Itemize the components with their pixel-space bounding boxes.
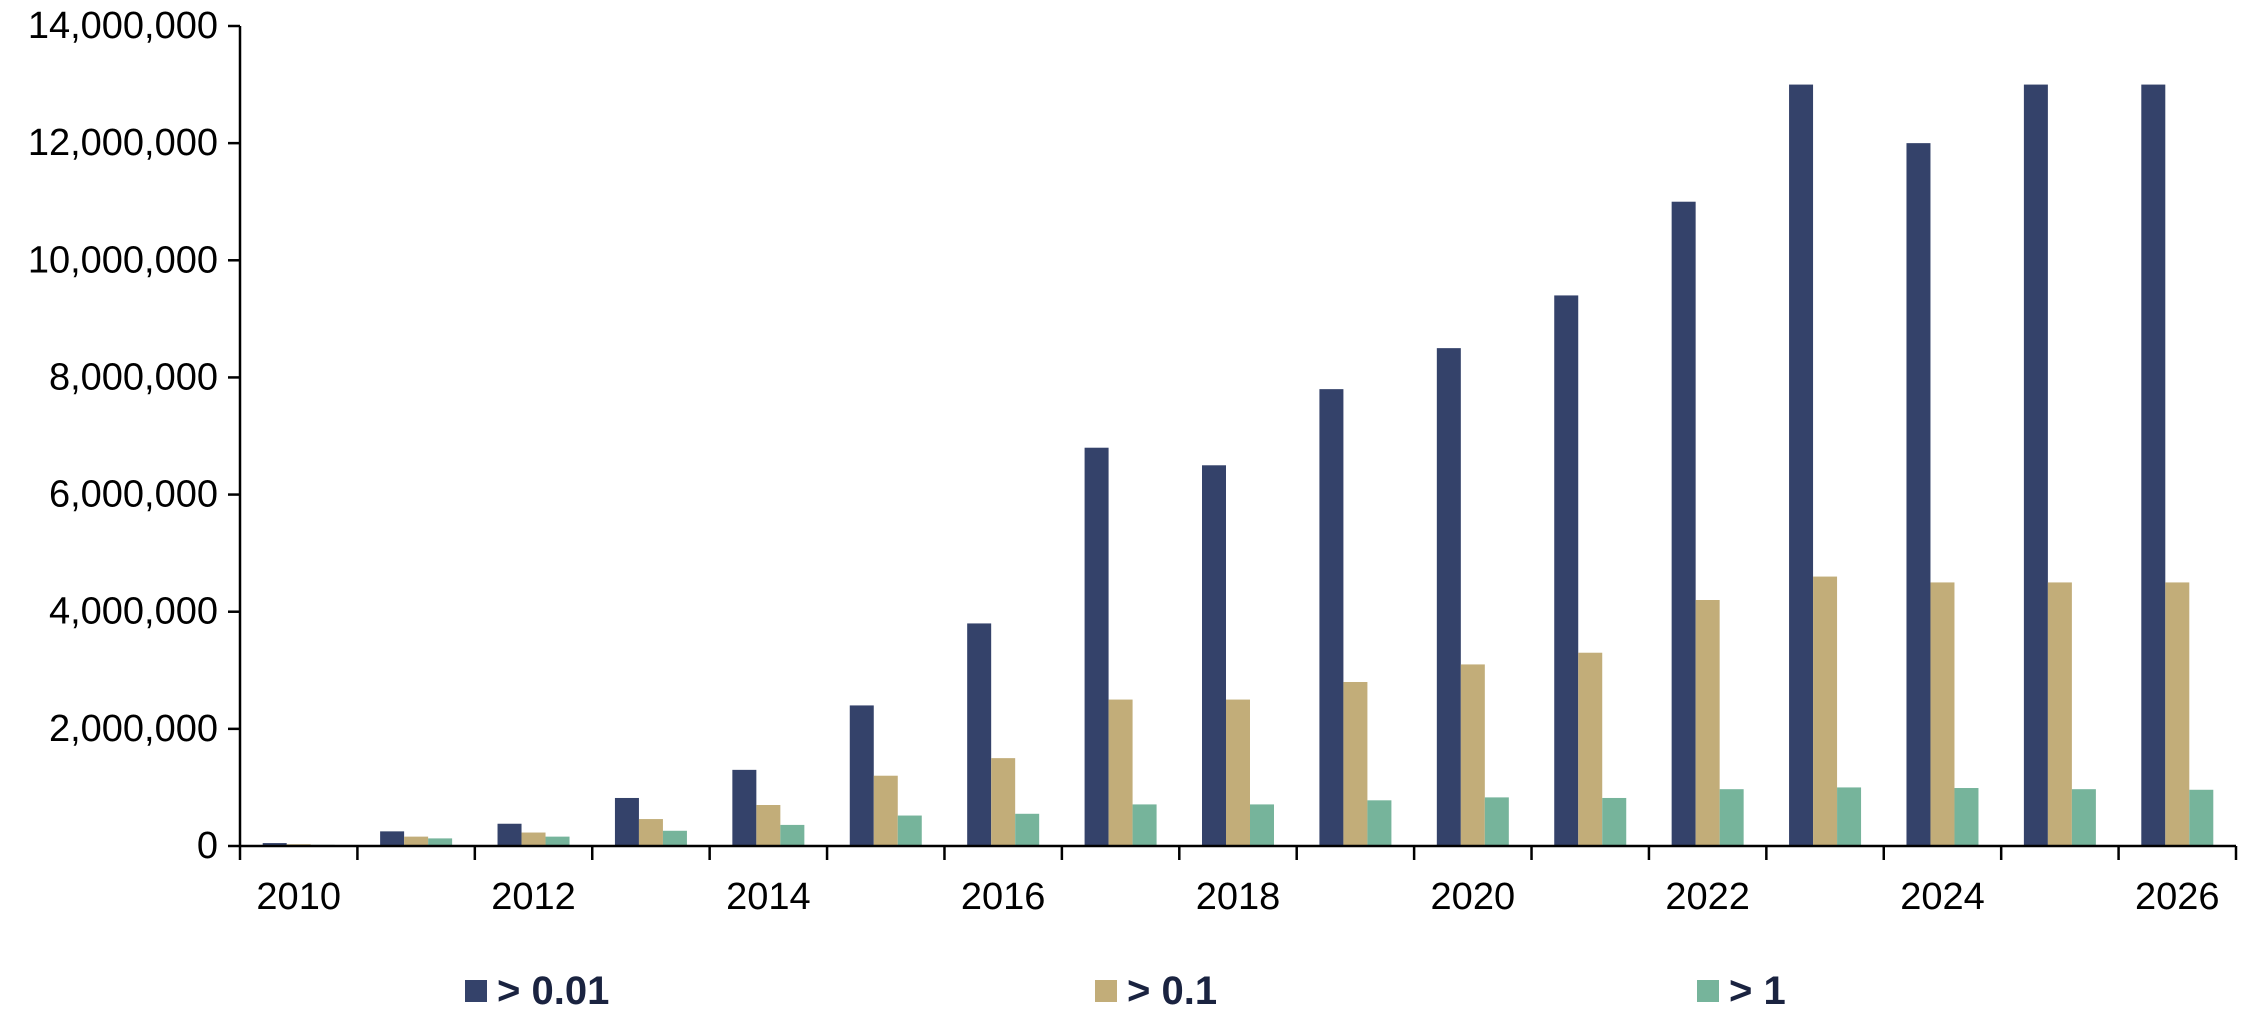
bar-2025-series-2 [2047,582,2072,846]
legend-swatch-series-1 [465,980,487,1002]
x-tick-label-2026: 2026 [2135,876,2220,918]
bar-2014-series-3 [780,824,805,846]
bar-2019-series-3 [1367,800,1392,846]
legend-swatch-series-3 [1697,980,1719,1002]
bar-2025-series-1 [2023,84,2048,847]
bar-2015-series-2 [873,775,898,846]
bar-2022-series-1 [1671,201,1696,846]
bar-2025-series-3 [2071,789,2096,846]
bar-2026-series-2 [2165,582,2190,846]
bar-2010-series-1 [262,843,287,846]
bar-2016-series-3 [1015,813,1040,846]
bar-2014-series-1 [732,769,757,846]
legend-label-series-1: > 0.01 [497,969,609,1013]
bar-2018-series-1 [1202,465,1226,846]
bar-2012-series-2 [521,832,546,846]
x-tick-label-2020: 2020 [1431,876,1516,918]
bars-group [262,84,2214,847]
bar-2017-series-2 [1108,699,1133,846]
bar-2026-series-3 [2189,789,2214,846]
x-tick-label-2014: 2014 [726,876,811,918]
bar-2015-series-3 [897,815,922,846]
legend-swatch-series-2 [1095,980,1117,1002]
bar-2015-series-1 [849,705,874,846]
bar-2024-series-3 [1954,788,1979,846]
legend-label-series-3: > 1 [1729,969,1786,1013]
x-tick-label-2018: 2018 [1196,876,1281,918]
y-tick-label: 0 [197,825,218,867]
bar-2017-series-1 [1084,447,1109,846]
bar-2023-series-1 [1789,84,1814,847]
bar-2017-series-3 [1132,804,1157,846]
y-tick-label: 10,000,000 [28,239,218,281]
bar-2020-series-2 [1460,664,1485,846]
bar-2011-series-3 [428,838,453,846]
bar-2020-series-1 [1436,348,1461,846]
bar-2018-series-2 [1226,699,1250,846]
y-tick-label: 6,000,000 [49,474,218,516]
bar-2018-series-3 [1250,804,1274,846]
bar-2024-series-2 [1930,582,1955,846]
bar-2016-series-1 [967,623,992,846]
bar-2026-series-1 [2141,84,2166,847]
legend-label-series-2: > 0.1 [1127,969,1217,1013]
bar-2023-series-3 [1837,787,1862,846]
axes-group [238,26,2236,848]
y-axis-ticks: 0 2,000,000 4,000,000 6,000,000 8,000,000 10,… [28,5,240,867]
legend: > 0.01 > 0.1 > 1 [465,969,1786,1013]
bar-2024-series-1 [1906,143,1931,847]
x-axis-ticks: 2010 2012 2014 2016 2018 2020 2022 2024 2026 [238,846,2238,918]
y-tick-label: 4,000,000 [49,591,218,633]
bar-2022-series-3 [1719,789,1744,846]
bar-2016-series-2 [991,758,1016,846]
bar-2021-series-2 [1578,652,1603,846]
bar-2013-series-2 [638,819,663,846]
bar-2012-series-3 [545,836,570,846]
bar-2011-series-1 [380,831,405,846]
bar-2013-series-1 [614,797,639,846]
bar-2014-series-2 [756,805,781,846]
y-tick-label: 8,000,000 [49,356,218,398]
y-tick-label: 2,000,000 [49,708,218,750]
x-tick-label-2022: 2022 [1665,876,1750,918]
x-tick-label-2010: 2010 [256,876,341,918]
bar-2011-series-2 [404,836,429,846]
bar-2013-series-3 [662,830,687,846]
x-tick-label-2016: 2016 [961,876,1046,918]
bar-2019-series-1 [1319,389,1344,846]
y-tick-label: 14,000,000 [28,5,218,47]
bar-2022-series-2 [1695,600,1720,846]
bar-2021-series-1 [1554,295,1579,846]
x-tick-label-2012: 2012 [491,876,576,918]
bar-2020-series-3 [1484,797,1509,846]
bar-2021-series-3 [1602,797,1627,846]
x-tick-label-2024: 2024 [1900,876,1985,918]
bar-2019-series-2 [1343,682,1368,846]
bar-2012-series-1 [497,823,522,846]
bar-2023-series-2 [1813,576,1838,846]
y-tick-label: 12,000,000 [28,122,218,164]
